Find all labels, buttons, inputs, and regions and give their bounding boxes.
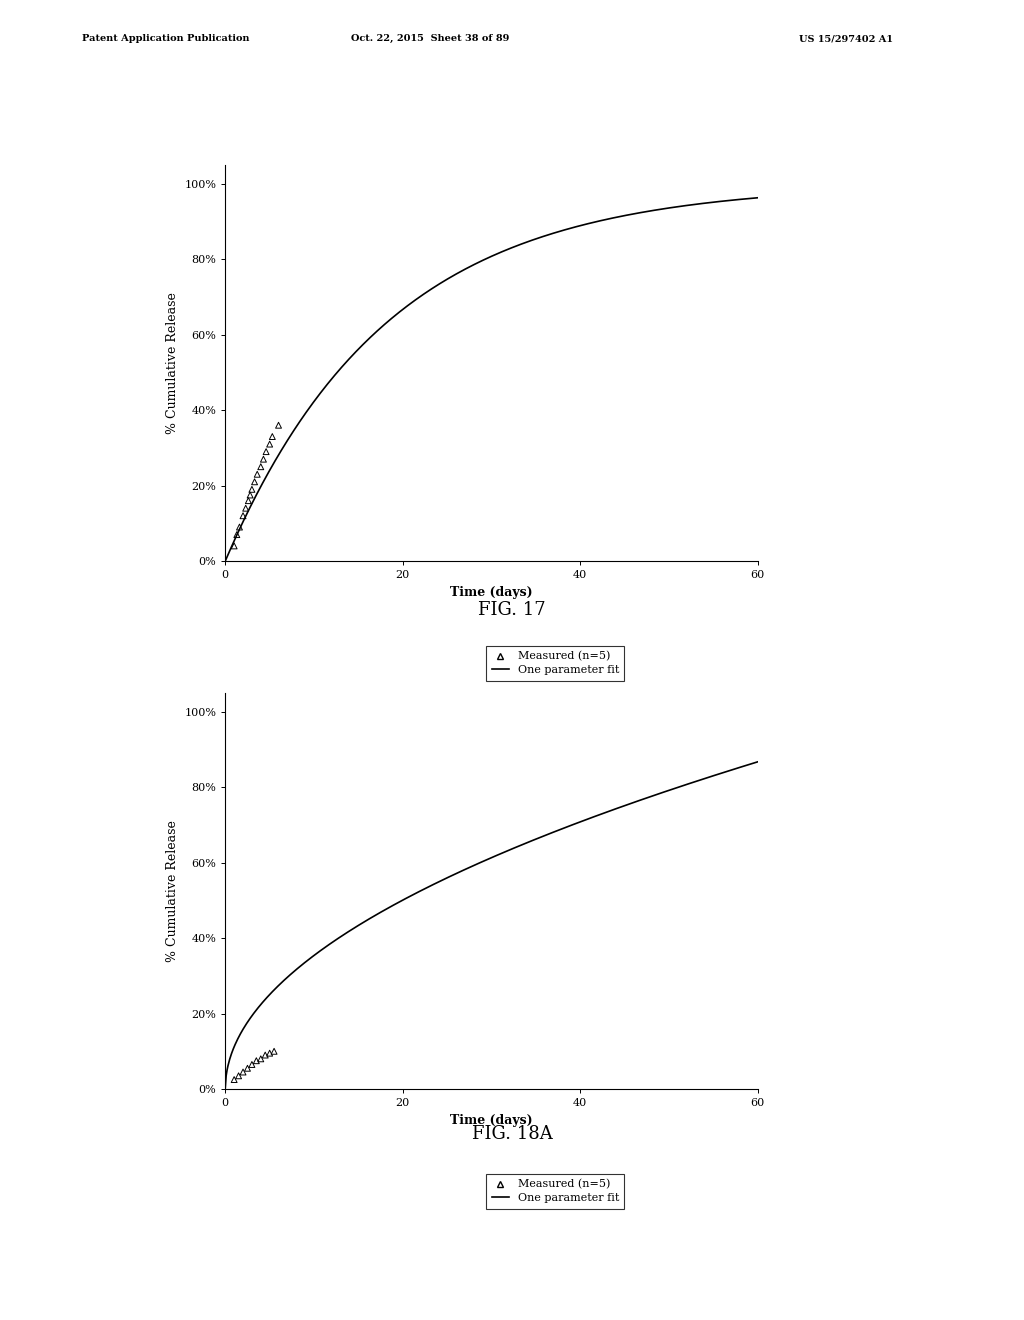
Measured (n=5) (226, 536, 243, 557)
One parameter fit (313, 944, 326, 960)
One parameter fit (574, 218, 587, 234)
Measured (n=5) (258, 441, 274, 462)
One parameter fit (219, 1080, 231, 1096)
Measured (n=5) (270, 414, 287, 436)
Measured (n=5) (247, 471, 263, 492)
One parameter fit (752, 754, 764, 770)
One parameter fit (532, 230, 545, 246)
One parameter fit (313, 387, 326, 403)
Measured (n=5) (234, 1061, 251, 1082)
X-axis label: Time (days): Time (days) (451, 1114, 532, 1126)
Measured (n=5) (261, 433, 278, 454)
Text: Oct. 22, 2015  Sheet 38 of 89: Oct. 22, 2015 Sheet 38 of 89 (351, 34, 509, 44)
One parameter fit (460, 260, 472, 276)
One parameter fit (460, 861, 472, 876)
Text: FIG. 18A: FIG. 18A (472, 1125, 552, 1143)
One parameter fit (532, 830, 545, 846)
Measured (n=5) (249, 463, 265, 484)
Measured (n=5) (231, 516, 248, 537)
Measured (n=5) (240, 1057, 256, 1078)
One parameter fit (356, 915, 369, 931)
Line: One parameter fit: One parameter fit (225, 762, 758, 1088)
Measured (n=5) (244, 1053, 260, 1074)
Y-axis label: % Cumulative Release: % Cumulative Release (166, 292, 179, 434)
Legend: Measured (n=5), One parameter fit: Measured (n=5), One parameter fit (486, 645, 625, 681)
Text: FIG. 17: FIG. 17 (478, 601, 546, 619)
Measured (n=5) (253, 1048, 269, 1069)
Measured (n=5) (257, 1044, 273, 1065)
Measured (n=5) (230, 1065, 247, 1086)
Text: US 15/297402 A1: US 15/297402 A1 (799, 34, 893, 44)
Line: One parameter fit: One parameter fit (225, 198, 758, 561)
One parameter fit (621, 797, 633, 813)
Measured (n=5) (264, 426, 281, 447)
One parameter fit (752, 190, 764, 206)
Measured (n=5) (266, 1040, 283, 1061)
Measured (n=5) (242, 484, 258, 506)
One parameter fit (219, 553, 231, 569)
Legend: Measured (n=5), One parameter fit: Measured (n=5), One parameter fit (486, 1173, 625, 1209)
One parameter fit (621, 207, 633, 223)
Measured (n=5) (255, 449, 271, 470)
Measured (n=5) (238, 498, 254, 519)
Measured (n=5) (261, 1043, 278, 1064)
Text: Patent Application Publication: Patent Application Publication (82, 34, 250, 44)
One parameter fit (574, 813, 587, 829)
Measured (n=5) (228, 524, 245, 545)
Measured (n=5) (244, 479, 260, 500)
Y-axis label: % Cumulative Release: % Cumulative Release (166, 820, 179, 962)
One parameter fit (356, 338, 369, 354)
Measured (n=5) (234, 506, 251, 527)
X-axis label: Time (days): Time (days) (451, 586, 532, 598)
Measured (n=5) (241, 490, 257, 511)
Measured (n=5) (248, 1051, 264, 1072)
Measured (n=5) (253, 457, 269, 478)
Measured (n=5) (226, 1069, 243, 1090)
